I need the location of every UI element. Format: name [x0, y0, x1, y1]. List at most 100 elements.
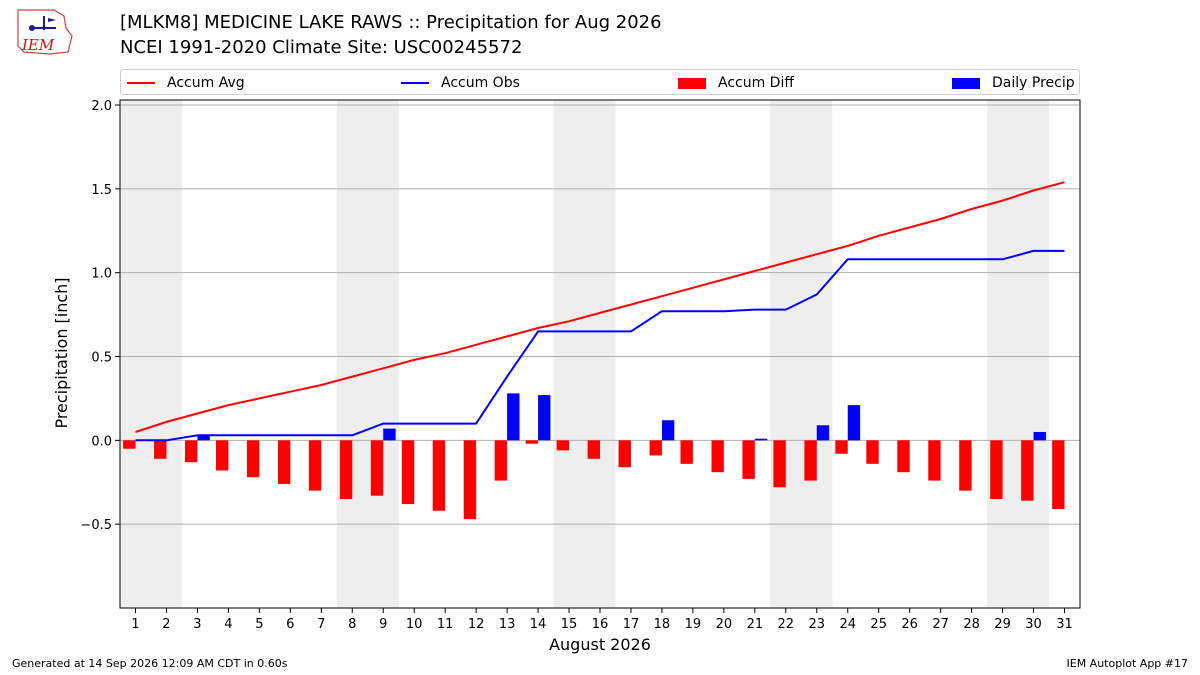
legend-item-accum-obs: Accum Obs: [401, 74, 520, 92]
x-tick-label: 11: [437, 617, 454, 632]
y-tick-label: 2.0: [91, 99, 112, 114]
accum-avg-line: [135, 181, 1065, 433]
accum-diff-bar: [216, 440, 229, 471]
x-tick-label: 31: [1056, 617, 1073, 632]
accum-diff-bar: [835, 440, 848, 454]
accum-diff-bar: [587, 440, 600, 459]
x-axis-label: August 2026: [549, 635, 651, 654]
iem-logo: IEM: [17, 9, 73, 55]
accum-diff-bar: [308, 440, 322, 491]
legend: Accum Avg Accum Obs Accum Diff Daily Pre…: [120, 69, 1080, 95]
x-tick-label: 13: [499, 617, 516, 632]
y-tick-label: −0.5: [80, 518, 112, 533]
x-tick-label: 17: [623, 617, 640, 632]
legend-label-accum-diff: Accum Diff: [718, 75, 795, 91]
daily-precip-bar: [847, 405, 861, 441]
x-tick-label: 18: [654, 617, 671, 632]
x-tick-label: 4: [224, 617, 232, 632]
accum-diff-bar: [123, 440, 136, 449]
x-tick-label: 29: [994, 617, 1011, 632]
weekend-shade-3: [770, 100, 833, 608]
legend-label-daily-precip: Daily Precip: [992, 75, 1075, 91]
x-tick-label: 25: [870, 617, 887, 632]
x-tick-label: 7: [317, 617, 325, 632]
accum-diff-bar: [277, 440, 291, 484]
daily-precip-bar: [754, 438, 768, 441]
legend-item-accum-avg: Accum Avg: [127, 74, 245, 92]
accum-diff-bar: [711, 440, 724, 473]
accum-diff-bar: [959, 440, 972, 491]
x-tick-label: 30: [1025, 617, 1042, 632]
x-tick-label: 28: [963, 617, 980, 632]
weekend-shade-4: [987, 100, 1050, 608]
y-axis-label: Precipitation [inch]: [52, 277, 71, 428]
x-tick-label: 23: [809, 617, 826, 632]
x-tick-label: 6: [286, 617, 294, 632]
legend-swatch-accum-obs: [401, 82, 429, 84]
x-tick-label: 26: [901, 617, 918, 632]
accum-diff-bar: [773, 440, 786, 488]
accum-diff-bar: [556, 440, 570, 451]
legend-swatch-daily-precip: [952, 77, 980, 89]
daily-precip-bar: [197, 435, 210, 441]
accum-diff-bar: [742, 440, 755, 479]
y-tick-label: 1.5: [91, 183, 112, 198]
daily-precip-bar: [661, 420, 675, 441]
daily-precip-bar: [1033, 431, 1046, 441]
x-tick-label: 3: [193, 617, 201, 632]
x-tick-label: 20: [716, 617, 733, 632]
legend-swatch-accum-avg: [127, 82, 155, 84]
x-tick-label: 8: [348, 617, 356, 632]
x-tick-label: 10: [406, 617, 423, 632]
app-credit: IEM Autoplot App #17: [1066, 657, 1189, 670]
x-tick-label: 22: [778, 617, 795, 632]
accum-diff-bar: [432, 440, 446, 511]
legend-label-accum-avg: Accum Avg: [167, 75, 245, 91]
x-tick-label: 1: [131, 617, 139, 632]
accum-diff-bar: [990, 440, 1003, 500]
x-tick-label: 16: [592, 617, 609, 632]
accum-diff-bar: [897, 440, 910, 473]
y-tick-label: 1.0: [91, 267, 112, 282]
accum-diff-bar: [339, 440, 353, 500]
logo-text: IEM: [21, 36, 55, 54]
accum-diff-bar: [804, 440, 817, 481]
legend-swatch-accum-diff: [678, 77, 706, 89]
legend-item-daily-precip: Daily Precip: [952, 74, 1075, 92]
accum-diff-bar: [494, 440, 508, 481]
y-tick-label: 0.0: [91, 434, 112, 449]
weekend-shade-1: [336, 100, 399, 608]
accum-diff-bar: [649, 440, 662, 456]
accum-diff-bar: [525, 440, 539, 444]
accum-obs-line: [135, 249, 1065, 442]
accum-diff-bar: [928, 440, 941, 481]
accum-diff-bar: [370, 440, 384, 496]
accum-diff-bar: [246, 440, 260, 478]
accum-diff-bar: [401, 440, 415, 505]
accum-diff-bar: [1021, 440, 1034, 501]
x-tick-label: 15: [561, 617, 578, 632]
x-tick-label: 2: [162, 617, 170, 632]
accum-diff-bar: [463, 440, 477, 520]
accum-diff-bar: [866, 440, 879, 464]
legend-item-accum-diff: Accum Diff: [678, 74, 794, 92]
daily-precip-bar: [383, 428, 396, 441]
accum-diff-bar: [185, 440, 198, 463]
x-tick-label: 21: [747, 617, 764, 632]
weekend-shade-0: [120, 100, 182, 608]
weekend-shade-2: [553, 100, 616, 608]
x-tick-label: 12: [468, 617, 485, 632]
daily-precip-bar: [507, 393, 520, 441]
accum-diff-bar: [618, 440, 631, 468]
x-tick-label: 24: [839, 617, 856, 632]
y-tick-label: 0.5: [91, 351, 112, 366]
generated-timestamp: Generated at 14 Sep 2026 12:09 AM CDT in…: [12, 657, 288, 670]
x-tick-label: 14: [530, 617, 547, 632]
legend-label-accum-obs: Accum Obs: [441, 75, 520, 91]
accum-diff-bar: [154, 440, 167, 459]
chart-title: [MLKM8] MEDICINE LAKE RAWS :: Precipitat…: [120, 12, 662, 33]
daily-precip-bar: [538, 395, 551, 441]
daily-precip-bar: [816, 425, 830, 441]
x-tick-label: 19: [685, 617, 702, 632]
